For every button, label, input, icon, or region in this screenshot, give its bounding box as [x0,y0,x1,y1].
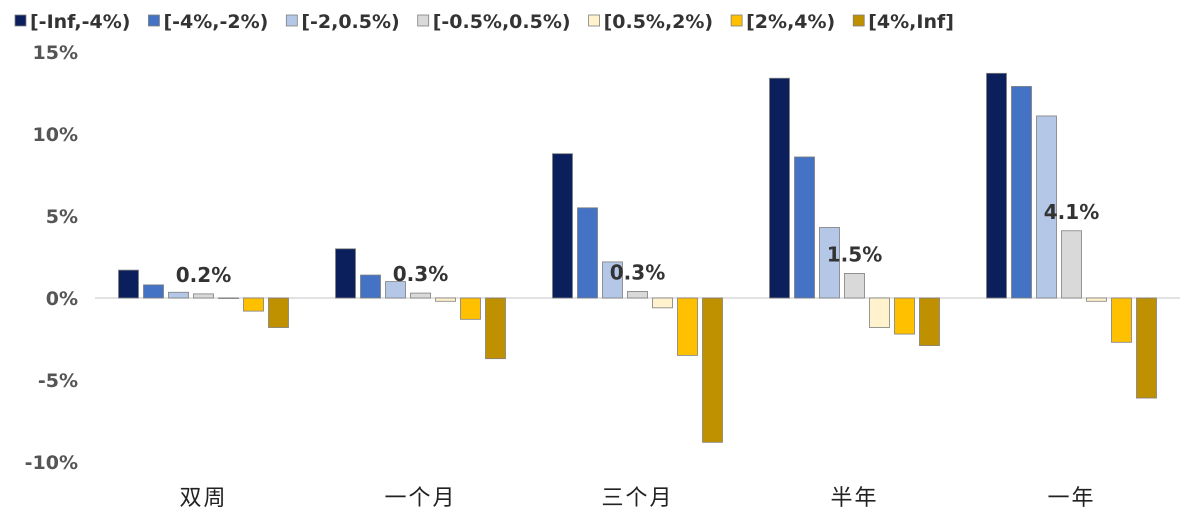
bar [193,293,214,299]
bar [218,297,239,299]
legend-swatch [417,14,430,27]
bar [602,261,623,299]
data-label: 0.3% [393,262,448,286]
bar [1061,230,1082,299]
legend-label: [2%,4%) [746,11,835,33]
data-label: 0.2% [176,263,231,287]
bar [485,297,506,360]
bar [1036,115,1057,299]
y-tick-label: 10% [33,124,78,146]
y-tick-label: -5% [38,370,78,392]
bar [677,297,698,356]
bar [1086,297,1107,302]
bars-group [118,72,1157,443]
bar [460,297,481,320]
x-category-label: 一个月 [384,486,456,511]
chart-legend: [-Inf,-4%) [-4%,-2%) [-2,0.5%) [-0.5%,0.5%)… [14,11,954,33]
legend-swatch [730,14,743,27]
bar [168,291,189,299]
bar [894,297,915,335]
legend-label: [4%,Inf] [868,11,954,33]
bar [385,281,406,299]
bar [268,297,289,328]
bar [577,207,598,299]
legend-swatch [588,14,600,27]
bar [702,297,723,443]
bar [869,297,890,328]
bar [794,156,815,299]
legend-swatch [285,14,298,27]
y-tick-label: 15% [33,42,78,64]
bar [919,297,940,346]
bar [552,153,573,299]
bar [435,297,456,302]
x-category-label: 双周 [179,486,227,511]
legend-label: [-4%,-2%) [163,11,268,33]
legend-swatch [14,14,27,27]
bar [118,269,139,299]
bar [769,77,790,299]
bar [819,227,840,299]
legend-label: [0.5%,2%) [604,11,714,33]
x-category-label: 三个月 [601,486,673,511]
legend-label: [-2,0.5%) [301,11,399,33]
bar [335,248,356,299]
x-axis: 双周 一个月 三个月 半年 一年 [179,486,1095,511]
bar [1011,86,1032,299]
bar [1111,297,1132,343]
legend-swatch [852,14,865,27]
annotations-group: 0.2% 0.3% 0.3% 1.5% 4.1% [176,200,1099,287]
legend-label: [-0.5%,0.5%) [433,11,571,33]
data-label: 1.5% [827,242,882,266]
legend-swatch [148,14,160,27]
bar [143,284,164,299]
y-axis: 15% 10% 5% 0% -5% -10% [25,42,78,474]
legend-label: [-Inf,-4%) [30,11,130,33]
y-tick-label: 5% [46,206,78,228]
bar [844,272,865,299]
bar [627,291,648,299]
x-category-label: 一年 [1047,486,1095,511]
bar [986,72,1007,299]
y-tick-label: 0% [46,288,78,310]
bar [410,292,431,299]
data-label: 0.3% [610,260,665,284]
x-category-label: 半年 [830,486,878,511]
bar [243,297,264,312]
y-tick-label: -10% [25,452,78,474]
bar [1136,297,1157,399]
bar [360,274,381,299]
bar [652,297,673,309]
data-label: 4.1% [1044,200,1099,224]
